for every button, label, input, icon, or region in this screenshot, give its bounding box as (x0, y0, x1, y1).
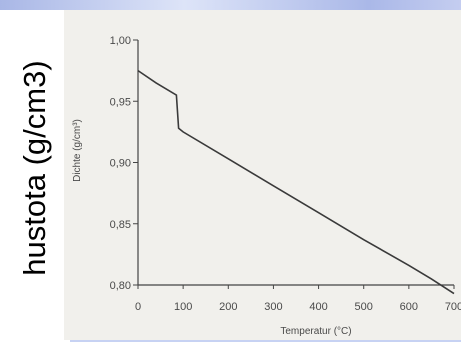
y-tick-label: 0,90 (110, 158, 131, 170)
density-series-line (137, 69, 455, 295)
y-tick-label: 0,95 (110, 96, 131, 108)
x-tick-label: 100 (174, 301, 192, 313)
x-tick-label: 400 (309, 301, 327, 313)
y-tick-label: 0,80 (110, 280, 131, 292)
x-tick-label: 0 (135, 301, 141, 313)
chart-axes (137, 40, 454, 286)
x-tick-label: 500 (355, 301, 373, 313)
slide-header-band (0, 0, 461, 10)
x-axis-label: Temperatur (°C) (280, 326, 351, 337)
y-tick-label: 0,85 (110, 219, 131, 231)
side-title-panel (0, 10, 70, 342)
y-axis-label: Dichte (g/cm³) (72, 119, 83, 182)
x-tick-label: 300 (264, 301, 282, 313)
x-tick-label: 700 (445, 301, 461, 313)
x-tick-label: 200 (219, 301, 237, 313)
x-tick-label: 600 (400, 301, 418, 313)
chart-ticks: 0,80 0,85 0,90 0,95 1,00 0 100 200 300 400 500 600 7… (110, 35, 461, 313)
y-tick-label: 1,00 (110, 35, 131, 47)
chart-series (137, 69, 455, 295)
